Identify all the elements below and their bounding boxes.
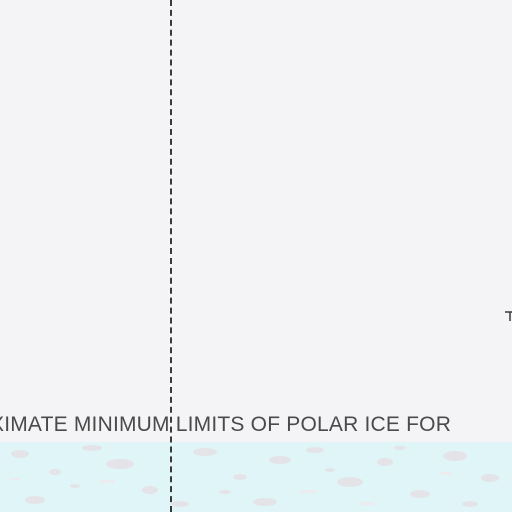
ice-limit-label: XIMATE MINIMUM LIMITS OF POLAR ICE FOR [0,411,512,441]
polar-ice-zone [0,442,512,512]
ice-limit-label-text: XIMATE MINIMUM LIMITS OF POLAR ICE FOR [0,413,452,436]
edge-tick-mark [505,311,512,321]
meridian-line [170,0,172,512]
ice-speckle-pattern [10,445,499,507]
